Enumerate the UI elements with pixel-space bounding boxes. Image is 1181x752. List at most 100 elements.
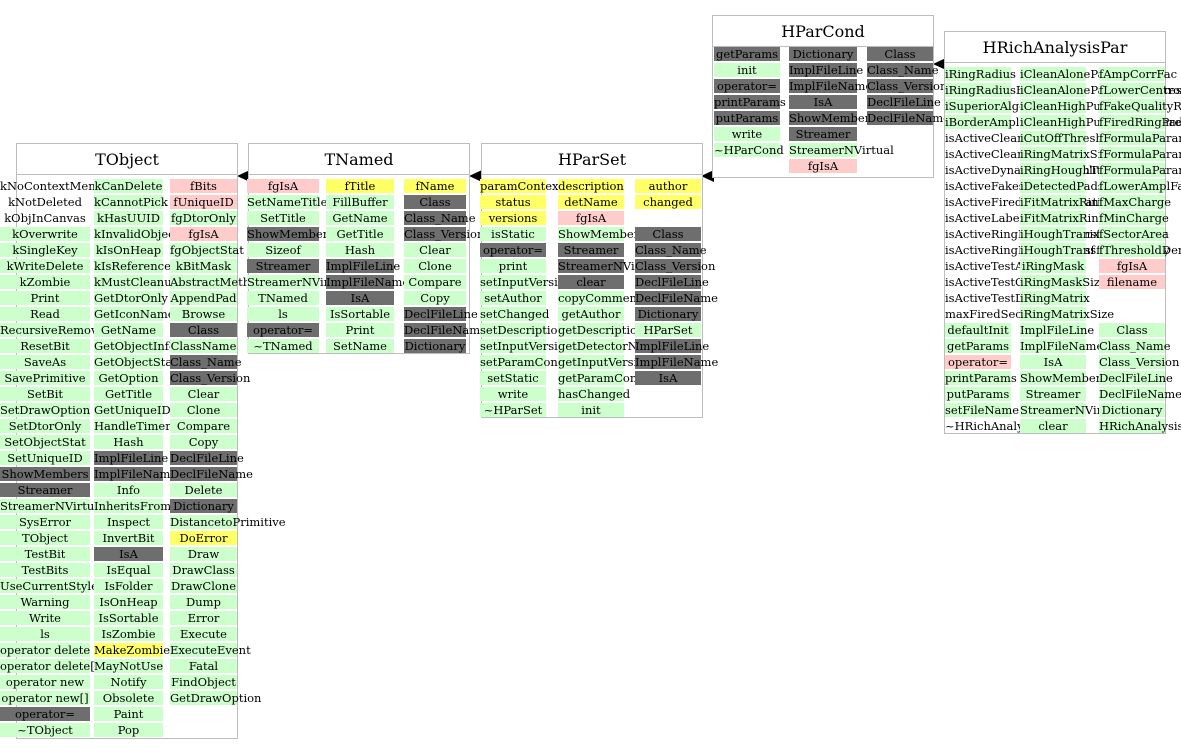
column: fName Class Class_Name Class_Version Clear Cl… <box>404 179 487 355</box>
member-cell: iFitMatrixRingSigma <box>1020 195 1143 209</box>
member-cell: setParamContext <box>480 355 581 369</box>
member-cell: StreamerNVirtual <box>247 275 352 289</box>
column: fTitle FillBuffer GetName GetTitle Hash ImplF… <box>326 179 409 355</box>
member-cell: iCleanAlonePadBorder <box>1020 67 1153 81</box>
member-cell: kSingleKey <box>0 243 90 257</box>
member-cell: isActiveFakesRejection <box>945 179 1080 193</box>
member-cell: ShowMembers <box>0 467 90 481</box>
member-cell <box>1099 307 1165 321</box>
member-cell: DrawClass <box>170 563 237 577</box>
member-cell: StreamerNVirtual <box>789 143 894 157</box>
member-cell: ~HParSet <box>480 403 546 417</box>
member-cell: setFileName <box>945 403 1020 417</box>
member-cell: SetObjectStat <box>0 435 90 449</box>
member-cell: fName <box>404 179 466 193</box>
member-cell: fLowerCentroidCut <box>1099 83 1181 97</box>
member-cell: operator delete <box>0 643 91 657</box>
member-cell: iSuperiorAlgorithmID <box>945 99 1072 113</box>
member-cell: ~HParCond <box>714 143 784 157</box>
member-cell: AppendPad <box>170 291 237 305</box>
member-cell: ls <box>0 627 90 641</box>
member-cell: fgObjectStat <box>170 243 244 257</box>
member-cell: SysError <box>0 515 90 529</box>
member-cell: fTitle <box>326 179 394 193</box>
member-cell: fFiredRingPadsRatio <box>1099 115 1181 129</box>
member-cell: IsA <box>1020 355 1086 369</box>
member-cell: SetDrawOption <box>0 403 91 417</box>
member-cell: Print <box>326 323 394 337</box>
member-cell: write <box>480 387 546 401</box>
member-cell <box>635 211 701 225</box>
member-cell: TObject <box>0 531 90 545</box>
member-cell: init <box>714 63 780 77</box>
member-cell: isActiveCleanAlonePad <box>945 131 1080 145</box>
member-cell: ls <box>247 307 319 321</box>
member-cell: HandleTimer <box>94 419 171 433</box>
member-cell: Streamer <box>0 483 90 497</box>
member-cell: Notify <box>94 675 163 689</box>
member-cell: FindObject <box>170 675 237 689</box>
member-cell: Compare <box>404 275 466 289</box>
class-box-tobject: TObject kNoContextMenu kNotDeleted kObjInC… <box>0 143 286 739</box>
member-cell: DeclFileLine <box>170 451 244 465</box>
member-cell: ImplFileName <box>1020 339 1104 353</box>
column: iRingRadius iRingRadiusError iSuperiorAlgo… <box>945 67 1123 435</box>
member-cell: isActiveTestDensity <box>945 291 1060 305</box>
member-cell: fLowerAmplFactor <box>1099 179 1181 193</box>
member-cell: Class_Version <box>404 227 485 241</box>
member-cell: write <box>714 127 780 141</box>
class-box-hparcond: HParCond getParams init operator= printPara… <box>712 15 950 178</box>
member-cell: ImplFileLine <box>94 451 169 465</box>
member-cell: IsA <box>789 95 857 109</box>
member-cell: fThresholdDensity <box>1099 243 1181 257</box>
member-cell: ImplFileLine <box>326 259 401 273</box>
member-cell: Copy <box>404 291 466 305</box>
class-box-hrichanalysispar: HRichAnalysisPar iRingRadius iRingRadiusE… <box>944 31 1181 435</box>
member-cell: copyComment <box>558 291 642 305</box>
member-cell: DeclFileName <box>404 323 487 337</box>
member-cell: fUniqueID <box>170 195 237 209</box>
member-cell: setAuthor <box>480 291 546 305</box>
member-cell: kNotDeleted <box>8 195 82 209</box>
member-cell: printParams <box>714 95 786 109</box>
member-cell: SetNameTitle <box>247 195 328 209</box>
member-cell: fgIsA <box>247 179 319 193</box>
member-cell: print <box>480 259 546 273</box>
member-cell: Class <box>867 47 933 61</box>
member-cell: IsSortable <box>326 307 394 321</box>
member-cell: MakeZombie <box>94 643 171 657</box>
member-cell: setChanged <box>480 307 550 321</box>
member-cell: InvertBit <box>94 531 163 545</box>
member-cell: ShowMembers <box>1020 371 1108 385</box>
class-box-hparset: HParSet paramContext status versions isStat… <box>480 143 718 418</box>
member-cell: DeclFileLine <box>404 307 478 321</box>
member-cell: SetUniqueID <box>0 451 90 465</box>
member-cell: hasChanged <box>558 387 631 401</box>
column: fgIsA SetNameTitle SetTitle ShowMembers Size… <box>247 179 352 355</box>
member-cell: iCleanAlonePadLowerThreshold <box>1020 83 1181 97</box>
member-cell: getParams <box>714 47 780 61</box>
member-cell: ClassName <box>170 339 237 353</box>
member-cell: clear <box>1020 419 1086 433</box>
member-cell: printParams <box>945 371 1017 385</box>
member-cell: changed <box>635 195 701 209</box>
member-cell: Copy <box>170 435 237 449</box>
member-cell: Dump <box>170 595 237 609</box>
member-cell: getParams <box>945 339 1011 353</box>
member-cell: fMinCharge <box>1099 211 1169 225</box>
member-cell: iRingMatrixSize <box>1020 307 1115 321</box>
member-cell: isActiveTestCharge <box>945 275 1058 289</box>
member-cell: iRingRadius <box>945 67 1016 81</box>
member-cell: operator= <box>247 323 319 337</box>
member-cell: ImplFileName <box>94 467 178 481</box>
member-cell: DeclFileLine <box>1099 371 1173 385</box>
member-cell: iRingHoughTransfMatrix <box>1020 163 1167 177</box>
member-cell: fSectorArea <box>1099 227 1169 241</box>
member-cell: Execute <box>170 627 237 641</box>
member-cell: kMustCleanup <box>94 275 179 289</box>
member-cell: ~TObject <box>0 723 90 737</box>
member-cell: TestBits <box>0 563 90 577</box>
member-cell: isActiveTestAsymmetry <box>945 259 1081 273</box>
member-cell: GetObjectInfo <box>94 339 176 353</box>
member-cell: kInvalidObject <box>94 227 180 241</box>
